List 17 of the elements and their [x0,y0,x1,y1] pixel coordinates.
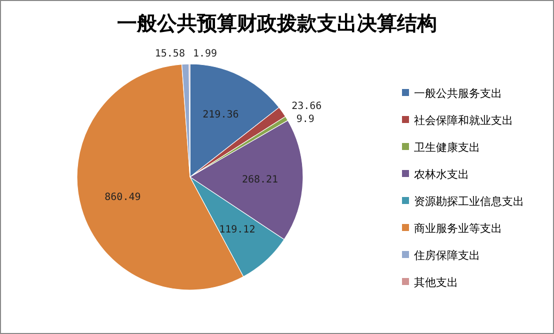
legend-label: 其他支出 [414,276,458,289]
data-label: 23.66 [292,100,322,112]
legend-label: 农林水支出 [414,168,469,181]
data-label: 119.12 [219,224,256,236]
legend-label: 卫生健康支出 [414,140,480,154]
legend-label: 住房保障支出 [414,248,480,262]
data-label: 15.58 [154,48,185,60]
data-label: 9.9 [296,114,314,125]
legend-label: 商业服务业等支出 [414,222,502,235]
data-label: 860.49 [104,192,141,204]
chart-title: 一般公共预算财政拨款支出决算结构 [117,11,437,35]
legend-label: 社会保障和就业支出 [414,114,513,127]
data-label: 1.99 [193,48,218,60]
legend-label: 一般公共服务支出 [414,86,502,100]
legend-label: 资源勘探工业信息支出 [414,194,524,208]
data-label: 219.36 [202,110,239,121]
data-label: 268.21 [242,174,278,186]
